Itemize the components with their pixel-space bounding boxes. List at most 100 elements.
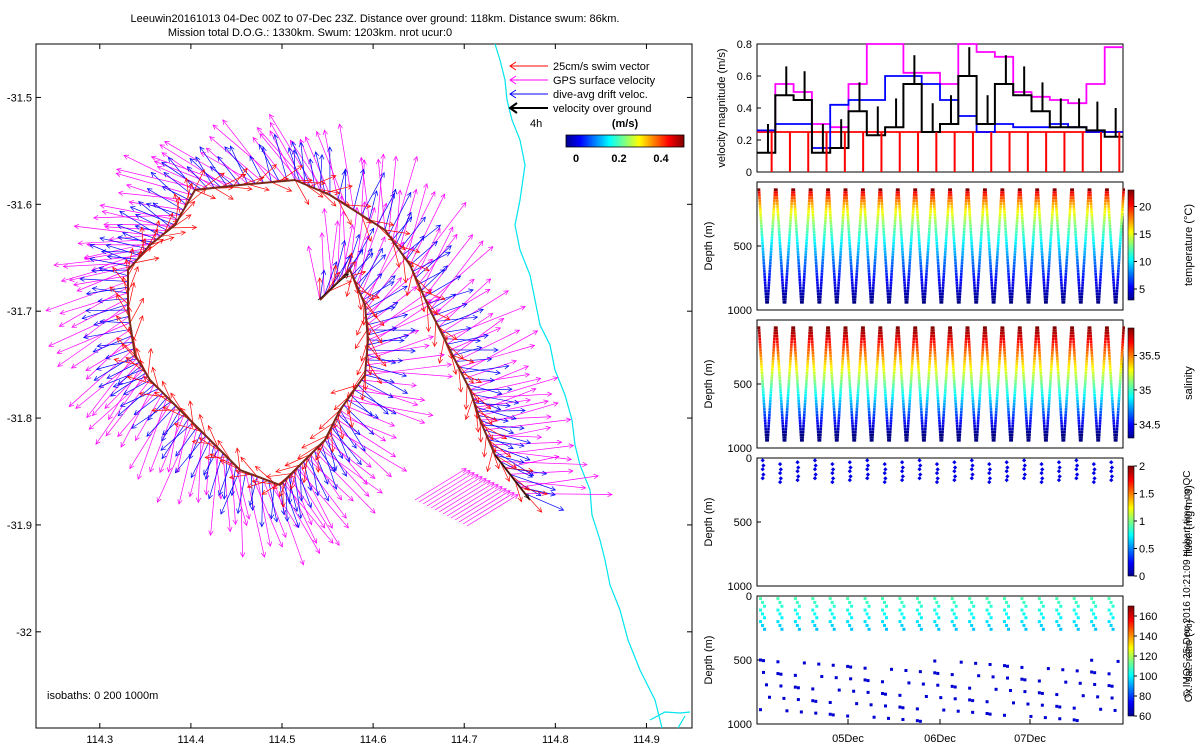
depth-point — [868, 284, 872, 287]
depth-point — [1103, 348, 1107, 352]
swim-vector-head — [451, 334, 458, 340]
depth-point — [1036, 332, 1040, 335]
depth-point — [837, 419, 841, 422]
gps-vector-head — [278, 541, 284, 548]
depth-point — [969, 362, 972, 366]
depth-point — [932, 340, 936, 344]
gps-vector-head — [205, 147, 212, 153]
depth-point — [978, 250, 982, 253]
depth-point — [762, 258, 765, 262]
drift-vector-head — [186, 166, 193, 172]
depth-point — [1094, 408, 1097, 411]
depth-point — [1119, 230, 1123, 234]
depth-point — [1019, 191, 1022, 194]
depth-point — [995, 267, 998, 270]
depth-point — [981, 216, 984, 220]
depth-point — [850, 281, 854, 284]
depth-point — [812, 230, 816, 234]
depth-point — [1104, 199, 1107, 203]
depth-point — [1016, 340, 1020, 344]
depth-point — [1071, 196, 1075, 200]
depth-point — [1000, 194, 1003, 197]
gps-vector-head — [487, 246, 494, 252]
depth-point — [868, 422, 872, 425]
depth-point — [945, 233, 948, 237]
depth-point — [903, 427, 907, 431]
depth-point — [944, 374, 948, 377]
drift-vector-head — [207, 493, 213, 500]
depth-point — [906, 286, 910, 290]
depth-point — [944, 241, 948, 245]
depth-point — [1049, 368, 1053, 372]
depth-point — [934, 360, 937, 363]
gps-vector — [323, 208, 334, 288]
depth-point — [856, 253, 860, 256]
swim-vector-head — [426, 288, 432, 295]
drift-vector — [365, 285, 408, 311]
depth-point — [868, 427, 872, 431]
depth-point — [867, 264, 870, 268]
depth-point — [794, 362, 798, 366]
swim-vector-head — [284, 461, 291, 467]
depth-point — [775, 329, 778, 332]
depth-point — [997, 377, 1000, 380]
swim-vector-head — [347, 184, 353, 190]
gps-vector — [418, 234, 458, 285]
depth-point — [1074, 377, 1078, 380]
depth-point — [859, 351, 862, 355]
gps-vector-head — [419, 397, 426, 403]
depth-point — [895, 196, 898, 200]
gps-vector — [206, 147, 249, 185]
depth-point — [1102, 365, 1105, 369]
depth-point — [1010, 295, 1014, 298]
swim-vector-head — [432, 309, 438, 316]
swim-vector-head — [425, 326, 432, 333]
depth-point — [862, 334, 866, 338]
depth-point — [764, 295, 768, 298]
depth-point — [841, 357, 845, 360]
depth-point — [805, 239, 808, 242]
depth-point — [888, 430, 892, 434]
depth-point — [994, 278, 998, 282]
depth-point — [873, 270, 876, 273]
depth-point — [1060, 281, 1063, 284]
depth-point — [1089, 202, 1093, 206]
depth-point — [900, 244, 904, 248]
depth-point — [986, 227, 990, 231]
depth-point — [990, 413, 993, 417]
gps-vector-head — [92, 215, 99, 221]
gps-vector-head — [116, 167, 122, 173]
depth-point — [965, 326, 969, 329]
swim-vector-head — [414, 248, 421, 254]
depth-point — [1081, 284, 1084, 287]
depth-point — [881, 348, 884, 352]
depth-point — [776, 354, 780, 358]
legend-4h-label: 4h — [530, 118, 542, 130]
swim-vector — [362, 299, 365, 325]
depth-point — [803, 405, 807, 408]
swim-vector-head — [468, 378, 474, 384]
depth-point — [760, 230, 764, 234]
depth-point — [792, 194, 796, 197]
depth-point — [1056, 371, 1060, 375]
depth-point — [1050, 219, 1054, 222]
depth-point — [1086, 340, 1090, 344]
gps-vector-head — [57, 361, 63, 367]
depth-point — [778, 476, 783, 481]
depth-point — [1047, 405, 1051, 408]
depth-point — [834, 436, 838, 439]
depth-point — [789, 208, 793, 211]
depth-point — [921, 298, 925, 301]
gps-vector-head — [68, 401, 75, 408]
depth-point — [854, 419, 858, 422]
depth-point — [995, 270, 998, 273]
depth-point — [993, 289, 997, 293]
drift-vector-head — [505, 402, 511, 409]
gps-vector — [210, 448, 219, 536]
depth-point — [1005, 382, 1009, 386]
gps-vector-head — [427, 412, 434, 418]
depth-point — [964, 205, 968, 208]
depth-point — [1115, 433, 1118, 436]
depth-point — [811, 205, 814, 208]
depth-point — [793, 202, 797, 206]
